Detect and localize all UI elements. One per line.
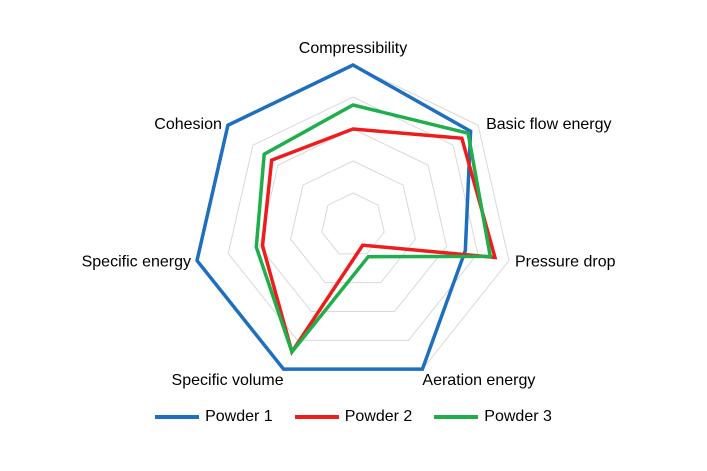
grid-ring-2	[290, 160, 416, 284]
legend-label-powder-2: Powder 2	[344, 408, 413, 425]
legend-item-powder-3: Powder 3	[434, 408, 552, 426]
legend-item-powder-2: Powder 2	[294, 408, 413, 426]
legend-swatch-powder-1	[155, 415, 200, 419]
legend-label-powder-3: Powder 3	[484, 408, 552, 425]
radar-chart: Compressibility Basic flow energy Pressure…	[82, 40, 616, 389]
axis-label-specific-energy: Specific energy	[82, 254, 191, 271]
legend-swatch-powder-3	[434, 415, 479, 419]
series-line-powder-3	[254, 103, 493, 356]
axis-labels: Compressibility Basic flow energy Pressure…	[82, 40, 616, 389]
series-line-powder-2	[260, 127, 498, 357]
grid-ring-3	[258, 128, 448, 312]
series-line-powder-1	[195, 63, 473, 371]
axis-label-basic-flow-energy: Basic flow energy	[486, 116, 611, 133]
legend-label-powder-1: Powder 1	[205, 408, 273, 425]
axis-label-specific-volume: Specific volume	[172, 372, 284, 389]
axis-label-compressibility: Compressibility	[299, 40, 407, 57]
legend-swatch-powder-2	[294, 415, 339, 419]
grid-ring-5	[196, 64, 510, 370]
legend-item-powder-1: Powder 1	[155, 408, 273, 426]
axis-label-pressure-drop: Pressure drop	[515, 254, 616, 271]
radar-series	[195, 63, 498, 371]
axis-label-aeration-energy: Aeration energy	[422, 372, 535, 389]
radar-grid	[196, 64, 510, 370]
axis-label-cohesion: Cohesion	[154, 116, 222, 133]
legend: Powder 1 Powder 2 Powder 3	[0, 408, 707, 426]
grid-ring-1	[321, 192, 385, 255]
grid-ring-4	[227, 96, 479, 341]
